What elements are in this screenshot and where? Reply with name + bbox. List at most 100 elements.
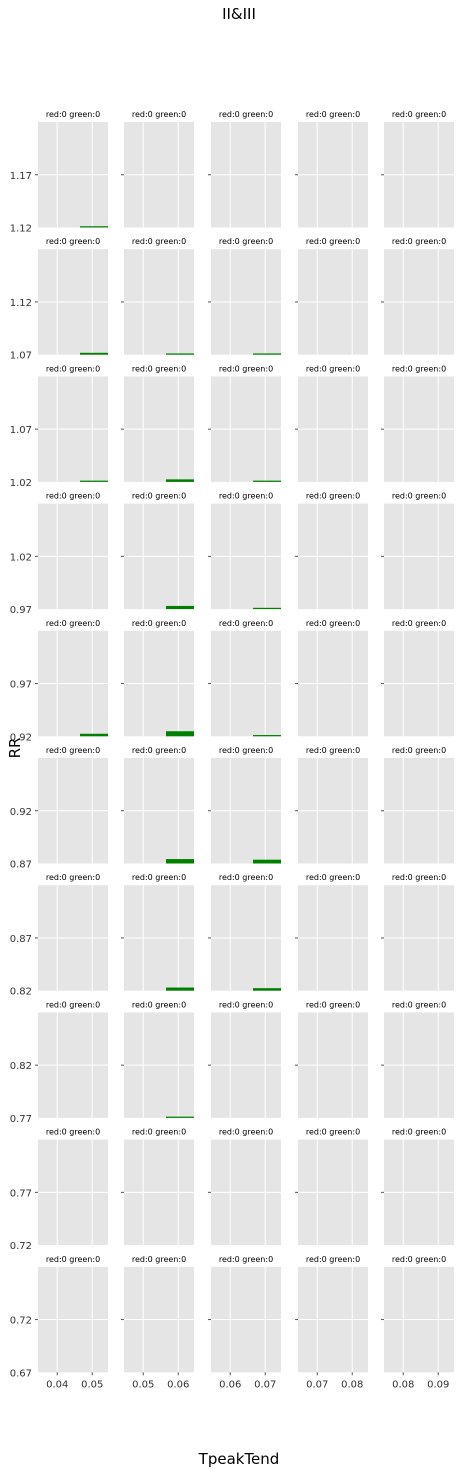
panel-title: red:0 green:0 <box>306 492 360 501</box>
bar <box>253 859 281 864</box>
bar <box>166 605 194 610</box>
panel-title: red:0 green:0 <box>392 364 446 373</box>
bar <box>166 1116 194 1118</box>
panel-title: red:0 green:0 <box>46 873 100 882</box>
x-tick-label: 0.06 <box>219 1379 241 1390</box>
y-tick-label: 0.82 <box>10 987 32 998</box>
panel-title: red:0 green:0 <box>132 1000 186 1009</box>
panel-title: red:0 green:0 <box>306 110 360 119</box>
x-tick-label: 0.04 <box>46 1379 68 1390</box>
y-tick-label: 1.12 <box>10 224 32 235</box>
panel-title: red:0 green:0 <box>46 237 100 246</box>
y-tick-label: 0.97 <box>10 680 32 691</box>
panel-title: red:0 green:0 <box>392 1000 446 1009</box>
bar <box>253 988 281 991</box>
x-tick-label: 0.06 <box>167 1379 189 1390</box>
panel-title: red:0 green:0 <box>392 873 446 882</box>
panel-title: red:0 green:0 <box>306 1128 360 1137</box>
panel-title: red:0 green:0 <box>219 619 273 628</box>
y-axis-label: RR <box>6 738 24 759</box>
panel-title: red:0 green:0 <box>392 237 446 246</box>
y-tick-label: 1.12 <box>10 298 32 309</box>
panel-title: red:0 green:0 <box>132 746 186 755</box>
subplot-grid: red:0 green:0 1.17 1.12 red:0 green:0 red:0 … <box>10 110 454 1390</box>
x-tick-label: 0.05 <box>81 1379 103 1390</box>
x-axis-label: TpeakTend <box>198 1450 280 1468</box>
bar <box>166 731 194 737</box>
x-tick-label: 0.05 <box>132 1379 154 1390</box>
y-tick-label: 0.77 <box>10 1188 32 1199</box>
y-tick-label: 0.77 <box>10 1114 32 1125</box>
bar <box>253 353 281 355</box>
panel-title: red:0 green:0 <box>306 237 360 246</box>
panel-title: red:0 green:0 <box>306 1255 360 1264</box>
panel-title: red:0 green:0 <box>306 364 360 373</box>
bar <box>253 607 281 610</box>
x-tick-label: 0.07 <box>254 1379 276 1390</box>
panel-title: red:0 green:0 <box>392 110 446 119</box>
bar <box>80 226 108 228</box>
bar <box>166 987 194 991</box>
bar <box>80 733 108 737</box>
panel-title: red:0 green:0 <box>132 619 186 628</box>
panel-title: red:0 green:0 <box>46 492 100 501</box>
y-tick-label: 1.17 <box>10 171 32 182</box>
panel-title: red:0 green:0 <box>219 746 273 755</box>
panel-title: red:0 green:0 <box>392 1255 446 1264</box>
y-tick-label: 1.07 <box>10 351 32 362</box>
y-tick-label: 0.97 <box>10 605 32 616</box>
panel-title: red:0 green:0 <box>46 1000 100 1009</box>
panel-title: red:0 green:0 <box>132 237 186 246</box>
panel-title: red:0 green:0 <box>306 619 360 628</box>
panel-title: red:0 green:0 <box>306 873 360 882</box>
panel-title: red:0 green:0 <box>132 1128 186 1137</box>
panel-title: red:0 green:0 <box>46 1255 100 1264</box>
panel-title: red:0 green:0 <box>219 1255 273 1264</box>
panel-title: red:0 green:0 <box>219 1000 273 1009</box>
x-tick-label: 0.08 <box>392 1379 414 1390</box>
panel-title: red:0 green:0 <box>46 110 100 119</box>
y-tick-label: 1.02 <box>10 478 32 489</box>
panel-title: red:0 green:0 <box>392 619 446 628</box>
x-tick-label: 0.08 <box>341 1379 363 1390</box>
panel-title: red:0 green:0 <box>219 873 273 882</box>
panel-title: red:0 green:0 <box>219 237 273 246</box>
panel-title: red:0 green:0 <box>392 1128 446 1137</box>
y-tick-label: 1.07 <box>10 425 32 436</box>
y-tick-label: 0.87 <box>10 934 32 945</box>
panel-title: red:0 green:0 <box>46 746 100 755</box>
panel-title: red:0 green:0 <box>306 746 360 755</box>
panel-title: red:0 green:0 <box>46 364 100 373</box>
x-tick-label: 0.07 <box>306 1379 328 1390</box>
panel-title: red:0 green:0 <box>392 746 446 755</box>
x-tick-label: 0.09 <box>427 1379 449 1390</box>
panel-title: red:0 green:0 <box>46 1128 100 1137</box>
y-tick-label: 0.92 <box>10 807 32 818</box>
bar <box>166 353 194 355</box>
y-tick-label: 0.67 <box>10 1368 32 1379</box>
panel-title: red:0 green:0 <box>132 364 186 373</box>
panel-title: red:0 green:0 <box>392 492 446 501</box>
bar <box>166 479 194 482</box>
y-tick-label: 0.92 <box>10 732 32 743</box>
panel-title: red:0 green:0 <box>219 1128 273 1137</box>
panel-title: red:0 green:0 <box>219 492 273 501</box>
bar <box>80 480 108 482</box>
y-tick-label: 0.72 <box>10 1241 32 1252</box>
y-tick-label: 0.72 <box>10 1316 32 1327</box>
bar <box>80 352 108 355</box>
panel-title: red:0 green:0 <box>46 619 100 628</box>
panel-title: red:0 green:0 <box>132 492 186 501</box>
panel-title: red:0 green:0 <box>132 873 186 882</box>
panel-title: red:0 green:0 <box>219 364 273 373</box>
bar <box>253 480 281 482</box>
bar <box>166 859 194 864</box>
panel-title: red:0 green:0 <box>306 1000 360 1009</box>
panel-title: red:0 green:0 <box>219 110 273 119</box>
y-tick-label: 1.02 <box>10 552 32 563</box>
bar <box>253 735 281 737</box>
y-tick-label: 0.82 <box>10 1061 32 1072</box>
chart-title: II&III <box>222 5 256 23</box>
panel-title: red:0 green:0 <box>132 110 186 119</box>
